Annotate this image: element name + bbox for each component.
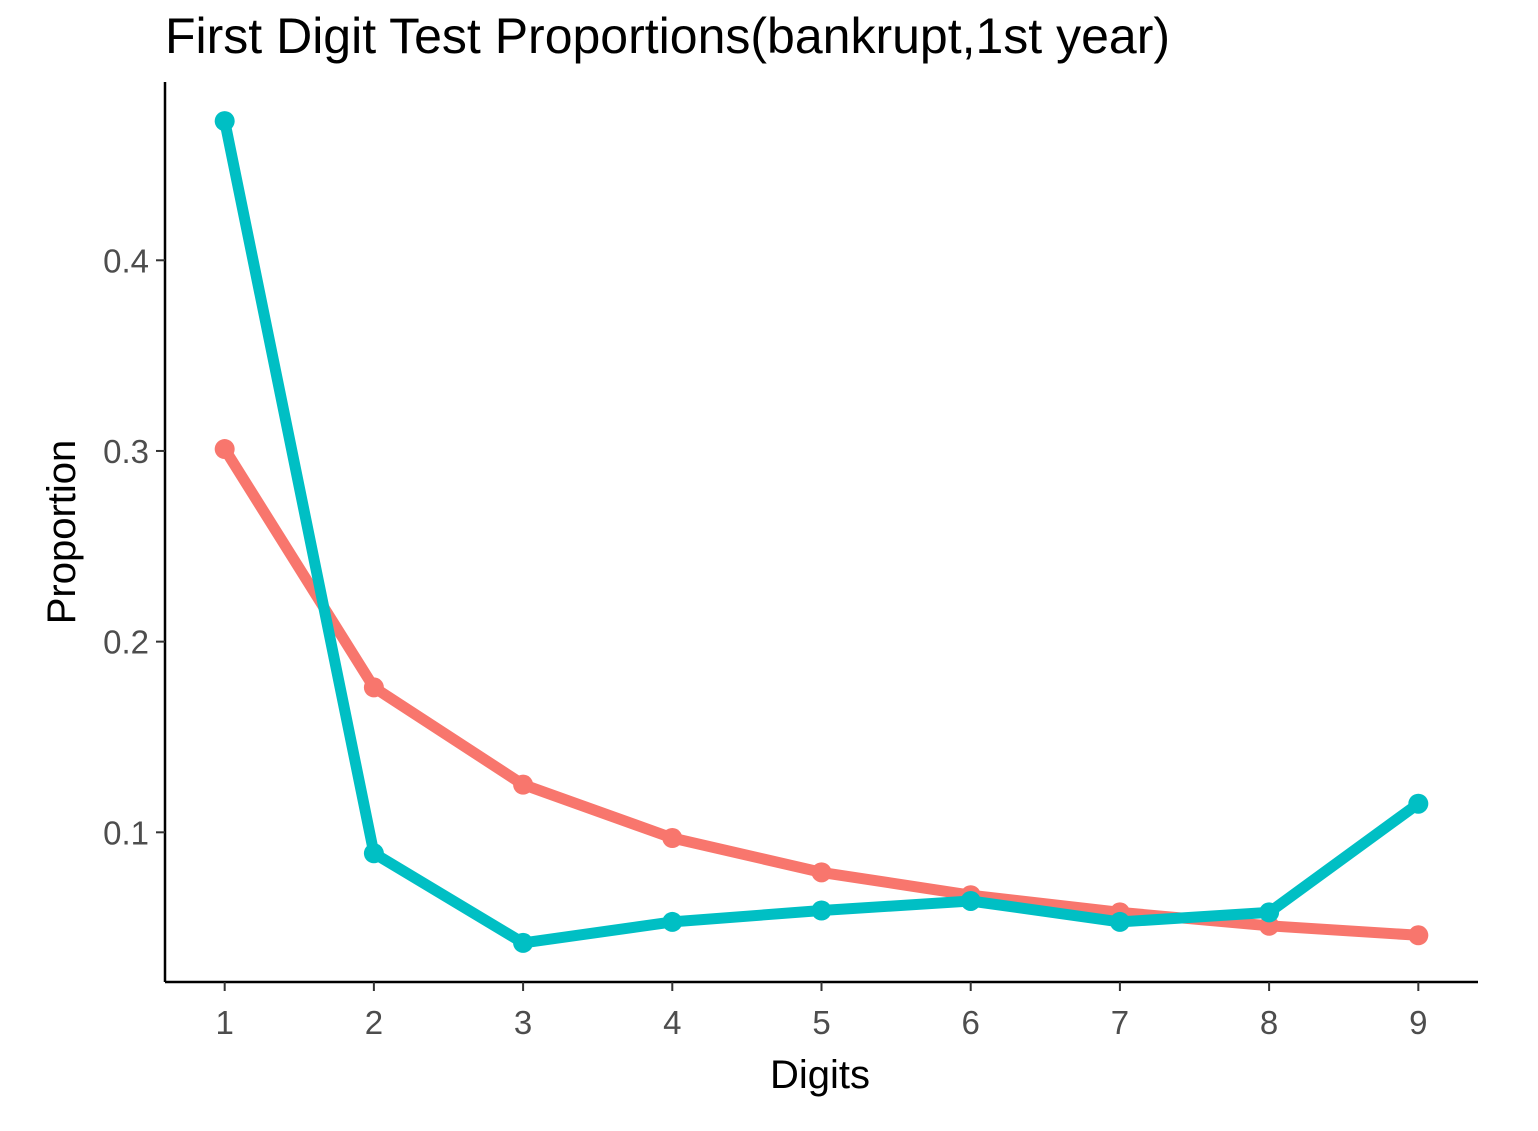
x-tick-label: 4 [663,1004,681,1041]
series-2 [214,111,1429,953]
axes [163,82,1478,984]
data-point [811,862,832,883]
y-tick-label: 0.2 [103,624,149,661]
data-point [1408,925,1429,946]
data-point [1259,902,1280,923]
y-tick-label: 0.1 [103,814,149,851]
x-tick-label: 8 [1260,1004,1278,1041]
x-tick-label: 7 [1111,1004,1129,1041]
data-point [1109,911,1130,932]
x-tick-label: 5 [812,1004,830,1041]
y-tick-label: 0.4 [103,242,149,279]
data-point [662,828,683,849]
y-axis-title: Proportion [40,440,84,625]
data-point [513,774,534,795]
data-point [662,911,683,932]
chart-title: First Digit Test Proportions(bankrupt,1s… [165,8,1170,64]
x-tick-label: 9 [1409,1004,1427,1041]
data-point [811,900,832,921]
data-point [363,677,384,698]
tick-group: 0.1 0.2 0.3 0.4 1 2 3 4 5 6 7 8 9 [103,242,1427,1041]
data-point [513,932,534,953]
x-tick-label: 1 [216,1004,234,1041]
x-axis-title: Digits [770,1053,870,1097]
y-tick-label: 0.3 [103,433,149,470]
x-tick-label: 2 [365,1004,383,1041]
series-1 [214,439,1429,946]
data-point [214,111,235,132]
data-point [363,843,384,864]
x-tick-label: 6 [962,1004,980,1041]
series-group [214,111,1429,953]
series-line [219,115,1424,949]
data-point [214,439,235,460]
data-point [1408,793,1429,814]
data-point [960,890,981,911]
x-tick-label: 3 [514,1004,532,1041]
